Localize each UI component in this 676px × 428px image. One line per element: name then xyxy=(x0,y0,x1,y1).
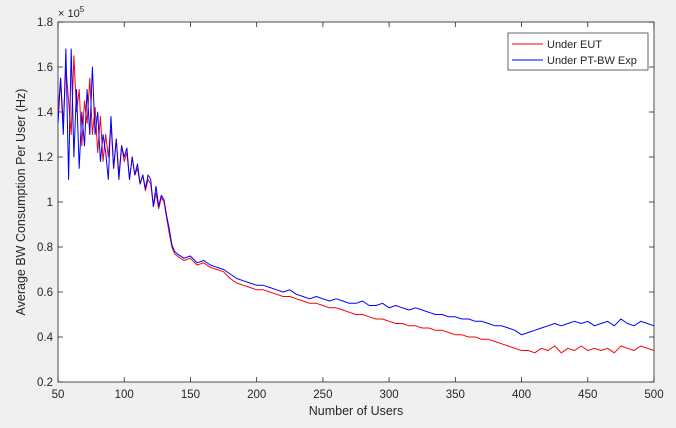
series-layer xyxy=(57,48,655,354)
legend-label-pt-bw-exp: Under PT-BW Exp xyxy=(547,55,637,67)
x-axis-label: Number of Users xyxy=(309,404,403,418)
legend-label-eut: Under EUT xyxy=(547,39,602,51)
y-axis-ticks: 0.2 0.4 0.6 0.8 1 1.2 1.4 1.6 1.8 xyxy=(37,17,654,389)
x-tick-label: 350 xyxy=(446,389,465,401)
x-tick-label: 100 xyxy=(115,389,134,401)
legend-box xyxy=(507,32,649,71)
x-tick-label: 300 xyxy=(380,389,399,401)
series-line-under-pt-bw-exp xyxy=(57,48,655,336)
y-tick-label: 1.4 xyxy=(37,107,54,119)
x-tick-label: 50 xyxy=(52,389,65,401)
x-axis-ticks: 50 100 150 200 250 300 350 400 450 500 xyxy=(52,22,664,401)
y-tick-label: 1.6 xyxy=(37,62,53,74)
y-tick-label: 0.8 xyxy=(37,242,53,254)
y-tick-label: 0.4 xyxy=(37,332,54,344)
y-exponent-base: × 10 xyxy=(58,8,80,20)
y-exponent-power: 5 xyxy=(80,5,85,14)
x-tick-label: 500 xyxy=(644,389,663,401)
x-tick-label: 400 xyxy=(512,389,531,401)
y-tick-label: 0.2 xyxy=(37,377,53,389)
y-axis-label: Average BW Consumption Per User (Hz) xyxy=(14,89,28,316)
y-axis-exponent: × 105 xyxy=(58,5,85,20)
y-tick-label: 1.2 xyxy=(37,152,53,164)
svg-text:× 105: × 105 xyxy=(58,5,85,20)
legend: Under EUT Under PT-BW Exp xyxy=(507,32,649,71)
y-tick-label: 0.6 xyxy=(37,287,53,299)
y-tick-label: 1 xyxy=(47,197,53,209)
x-tick-label: 150 xyxy=(181,389,200,401)
y-tick-label: 1.8 xyxy=(37,17,53,29)
x-tick-label: 250 xyxy=(313,389,332,401)
plot-area xyxy=(57,21,655,383)
x-tick-label: 450 xyxy=(578,389,597,401)
x-tick-label: 200 xyxy=(247,389,266,401)
